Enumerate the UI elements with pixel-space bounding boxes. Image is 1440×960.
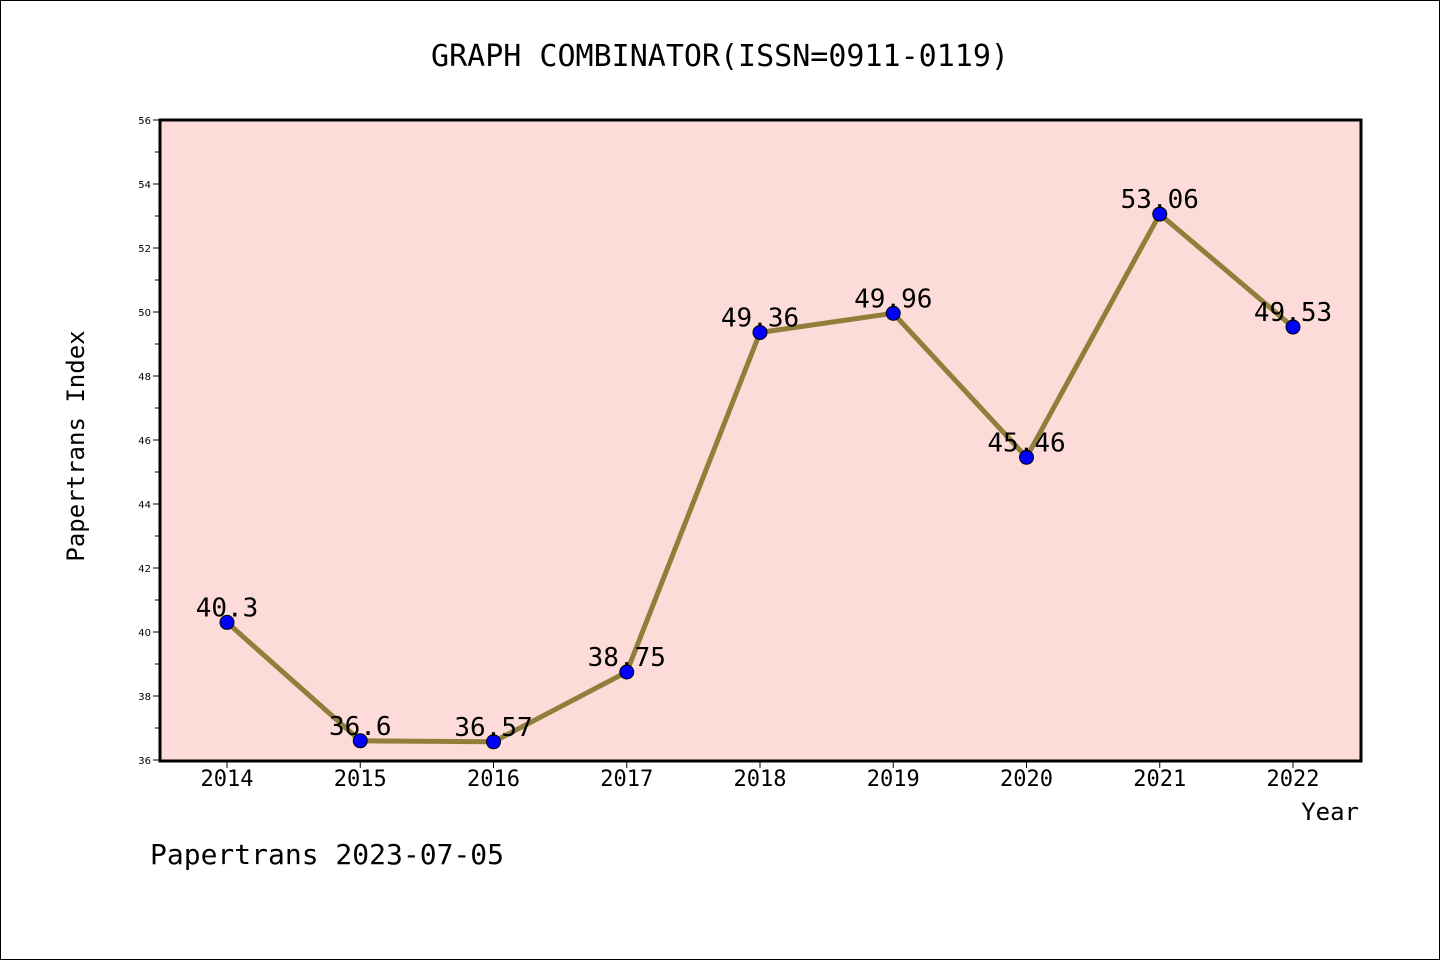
data-label: 38.75 [588,643,666,673]
y-axis-title: Papertrans Index [62,330,90,561]
y-tick-label: 40 [138,628,151,639]
data-point [486,734,501,750]
x-tick-label: 2020 [1000,767,1053,792]
data-point [1019,449,1034,465]
chart-title: GRAPH COMBINATOR(ISSN=0911-0119) [431,39,1009,74]
y-tick-label: 38 [138,692,151,703]
data-label: 53.06 [1121,185,1199,215]
y-tick-label: 56 [138,116,151,127]
x-axis-title: Year [1301,798,1359,826]
data-point [619,664,635,680]
data-point [752,324,768,340]
y-tick-label: 48 [138,372,151,383]
data-point [885,305,901,321]
y-axis: 36 38 40 42 44 46 48 50 52 54 56 [138,116,160,767]
y-tick-label: 42 [138,564,151,575]
x-tick-label: 2016 [467,767,520,792]
y-tick-label: 54 [138,180,151,191]
series-layer [219,206,1301,750]
data-label: 36.57 [454,713,532,743]
x-tick-label: 2022 [1267,767,1320,792]
footer-watermark: Papertrans 2023-07-05 [150,838,504,871]
data-point [1152,206,1168,222]
data-label: 49.96 [854,284,932,314]
x-tick-label: 2018 [734,767,787,792]
data-label: 49.36 [721,303,799,333]
data-label: 45.46 [987,428,1065,458]
data-label: 40.3 [196,593,259,623]
data-point [1285,319,1301,335]
x-tick-label: 2021 [1133,767,1186,792]
y-tick-label: 46 [138,436,151,447]
x-axis: 2014 2015 2016 2017 2018 2019 2020 2021 2022 [201,760,1320,792]
data-point [352,733,368,749]
x-tick-label: 2014 [201,767,254,792]
data-label: 36.6 [329,712,392,742]
data-labels: 40.3 36.6 36.57 38.75 49.36 49.96 45.46 53.06 49… [196,185,1332,743]
plot-area [158,118,1363,763]
y-tick-label: 36 [138,756,151,767]
x-tick-label: 2019 [867,767,920,792]
x-tick-label: 2015 [334,767,387,792]
y-tick-label: 52 [138,244,151,255]
data-label: 49.53 [1254,298,1332,328]
data-point [219,614,235,630]
y-tick-label: 50 [138,308,151,319]
y-tick-label: 44 [138,500,151,511]
x-tick-label: 2017 [600,767,653,792]
